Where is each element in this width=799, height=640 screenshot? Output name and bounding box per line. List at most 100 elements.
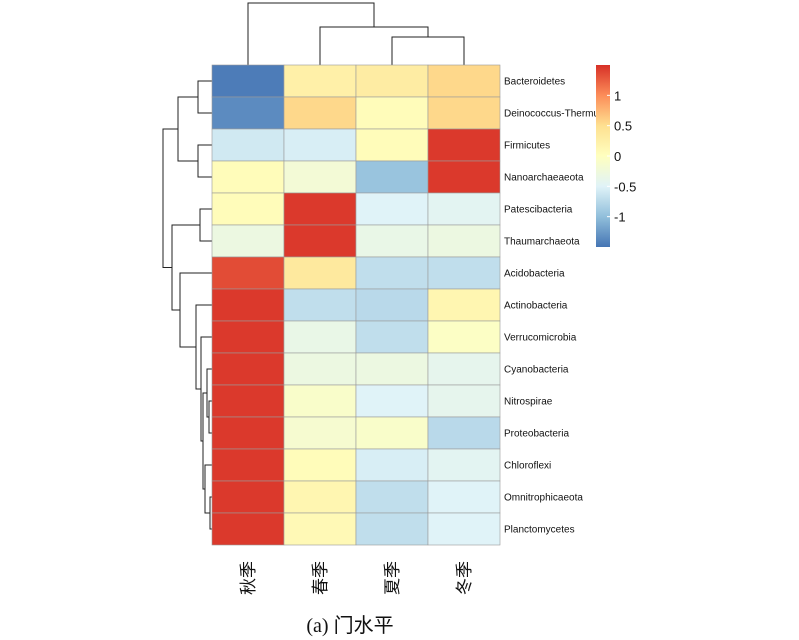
- row-dendrogram-branch: [195, 304, 212, 390]
- heatmap-cell: [211, 96, 285, 130]
- heatmap-cell: [211, 192, 285, 226]
- row-label: Omnitrophicaeota: [504, 493, 583, 504]
- heatmap-cell: [283, 512, 357, 546]
- color-legend: 1 0.5 0 -0.5 -1: [596, 65, 636, 247]
- row-label: Verrucomicrobia: [504, 333, 577, 344]
- heatmap-cell: [283, 192, 357, 226]
- heatmap-cell: [283, 384, 357, 418]
- heatmap-cell: [355, 160, 429, 194]
- row-label: Nanoarchaeaeota: [504, 173, 584, 184]
- heatmap-cell: [427, 288, 501, 322]
- heatmap-cell: [427, 96, 501, 130]
- row-dendrogram-branch: [171, 224, 200, 311]
- heatmap-cell: [211, 384, 285, 418]
- heatmap-cell: [355, 384, 429, 418]
- heatmap-cell: [355, 64, 429, 98]
- heatmap-cell: [211, 288, 285, 322]
- figure-caption: (a) 门水平: [306, 614, 393, 637]
- row-label: Firmicutes: [504, 141, 550, 152]
- heatmap-cells: [211, 64, 501, 546]
- heatmap-cell: [283, 96, 357, 130]
- heatmap-cell: [211, 352, 285, 386]
- heatmap-cell: [355, 448, 429, 482]
- row-dendrogram-branch: [197, 80, 212, 114]
- heatmap-cell: [211, 448, 285, 482]
- row-dendrogram-branch: [204, 464, 212, 514]
- column-dendrogram: [247, 2, 465, 65]
- column-dendrogram-branch: [247, 2, 375, 65]
- column-dendrogram-branch: [319, 26, 429, 65]
- heatmap-cell: [427, 320, 501, 354]
- heatmap-cell: [427, 416, 501, 450]
- heatmap-cell: [283, 416, 357, 450]
- legend-tick-label: 1: [614, 88, 621, 103]
- heatmap-cell: [283, 256, 357, 290]
- heatmap-cell: [355, 288, 429, 322]
- row-dendrogram-branch: [162, 128, 178, 268]
- heatmap-cell: [283, 288, 357, 322]
- row-dendrogram-branch: [209, 496, 212, 530]
- heatmap-cell: [355, 512, 429, 546]
- heatmap-cell: [283, 352, 357, 386]
- heatmap-cell: [283, 320, 357, 354]
- row-label: Planctomycetes: [504, 525, 575, 536]
- heatmap-cell: [211, 128, 285, 162]
- heatmap-cell: [355, 128, 429, 162]
- heatmap-cell: [211, 320, 285, 354]
- row-label: Chloroflexi: [504, 461, 551, 472]
- row-label: Actinobacteria: [504, 301, 568, 312]
- heatmap-cell: [211, 160, 285, 194]
- heatmap-cell: [283, 224, 357, 258]
- row-label: Thaumarchaeota: [504, 237, 580, 248]
- heatmap-cell: [427, 480, 501, 514]
- heatmap-cell: [355, 96, 429, 130]
- row-label: Acidobacteria: [504, 269, 565, 280]
- heatmap-cell: [355, 480, 429, 514]
- heatmap-cell: [283, 128, 357, 162]
- row-dendrogram-branch: [199, 208, 212, 242]
- row-label: Cyanobacteria: [504, 365, 569, 376]
- legend-tick-label: 0.5: [614, 119, 632, 134]
- column-label: 冬季: [455, 561, 475, 595]
- heatmap-cell: [427, 512, 501, 546]
- heatmap-cell: [211, 224, 285, 258]
- column-label: 夏季: [383, 561, 403, 595]
- heatmap-cell: [427, 224, 501, 258]
- heatmap-cell: [427, 256, 501, 290]
- heatmap-cell: [283, 64, 357, 98]
- heatmap-cell: [211, 416, 285, 450]
- row-dendrogram-branch: [177, 96, 198, 162]
- heatmap-cell: [355, 224, 429, 258]
- row-label: Bacteroidetes: [504, 77, 565, 88]
- heatmap-cell: [211, 480, 285, 514]
- heatmap-cell: [427, 128, 501, 162]
- color-legend-bar: [596, 65, 610, 247]
- row-dendrogram: [162, 80, 212, 530]
- legend-tick-label: 0: [614, 149, 621, 164]
- heatmap-cell: [427, 384, 501, 418]
- legend-tick-label: -0.5: [614, 179, 636, 194]
- heatmap-cell: [283, 448, 357, 482]
- heatmap-cell: [427, 352, 501, 386]
- column-label: 秋季: [239, 561, 259, 595]
- color-legend-ticks: 1 0.5 0 -0.5 -1: [607, 88, 636, 225]
- column-dendrogram-branch: [391, 36, 465, 65]
- column-labels: 秋季 春季 夏季 冬季: [239, 561, 475, 595]
- heatmap-cell: [427, 192, 501, 226]
- heatmap-cell: [355, 320, 429, 354]
- heatmap-cell: [355, 416, 429, 450]
- heatmap-cell: [211, 256, 285, 290]
- heatmap-cell: [427, 160, 501, 194]
- heatmap-cell: [211, 64, 285, 98]
- heatmap-cell: [355, 352, 429, 386]
- heatmap-cell: [355, 256, 429, 290]
- column-label: 春季: [311, 561, 331, 595]
- row-label: Deinococcus-Thermus: [504, 109, 604, 120]
- row-dendrogram-branch: [197, 144, 212, 178]
- row-label: Patescibacteria: [504, 205, 573, 216]
- heatmap-cell: [427, 448, 501, 482]
- row-labels: Bacteroidetes Deinococcus-Thermus Firmicut…: [504, 77, 604, 536]
- row-label: Nitrospirae: [504, 397, 553, 408]
- heatmap-cell: [283, 480, 357, 514]
